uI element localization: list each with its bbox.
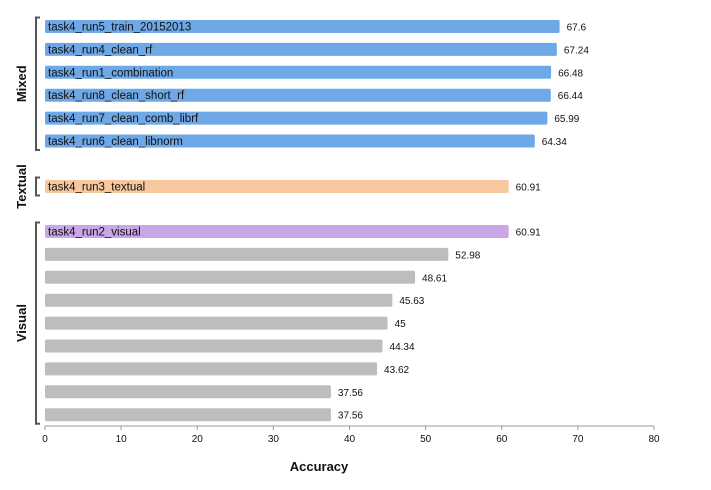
bar bbox=[45, 293, 393, 307]
bar bbox=[45, 20, 560, 33]
value-label: 67.24 bbox=[564, 45, 589, 56]
value-label: 60.91 bbox=[516, 228, 541, 239]
value-label: 64.34 bbox=[542, 137, 567, 148]
bar bbox=[45, 247, 449, 261]
x-tick-label: 60 bbox=[496, 434, 508, 445]
x-tick-label: 20 bbox=[192, 434, 204, 445]
bar-label: task4_run5_train_20152013 bbox=[48, 22, 191, 34]
value-label: 44.34 bbox=[390, 342, 415, 353]
bar-label: task4_run6_clean_libnorm bbox=[48, 136, 183, 148]
value-label: 43.62 bbox=[384, 365, 409, 376]
bar bbox=[45, 225, 509, 238]
value-label: 48.61 bbox=[422, 273, 447, 284]
bar bbox=[45, 408, 331, 422]
group-brackets: Mixed Textual Visual bbox=[14, 16, 40, 425]
group-bracket bbox=[35, 176, 40, 197]
x-tick-label: 70 bbox=[572, 434, 584, 445]
bar-label: task4_run2_visual bbox=[48, 227, 141, 239]
bars: task4_run5_train_20152013 67.6 task4_run4_… bbox=[45, 20, 589, 422]
value-label: 60.91 bbox=[516, 183, 541, 194]
x-tick-label: 80 bbox=[648, 434, 660, 445]
group-label: Visual bbox=[14, 304, 29, 342]
bar-label: task4_run7_clean_comb_librf bbox=[48, 113, 199, 125]
value-label: 66.44 bbox=[558, 91, 583, 102]
bar bbox=[45, 339, 383, 353]
group-label: Mixed bbox=[14, 65, 29, 102]
bar bbox=[45, 180, 509, 193]
bar-label: task4_run8_clean_short_rf bbox=[48, 90, 185, 102]
bar bbox=[45, 316, 388, 330]
bar bbox=[45, 111, 548, 125]
x-tick-label: 10 bbox=[116, 434, 128, 445]
group-bracket bbox=[35, 16, 40, 151]
x-axis-ticks: 0 10 20 30 40 50 60 70 80 bbox=[42, 426, 660, 445]
bar bbox=[45, 270, 416, 284]
x-tick-label: 0 bbox=[42, 434, 48, 445]
bar bbox=[45, 134, 535, 148]
value-label: 65.99 bbox=[554, 114, 579, 125]
group-label: Textual bbox=[14, 164, 29, 209]
bar bbox=[45, 385, 331, 399]
bar bbox=[45, 65, 552, 79]
value-label: 52.98 bbox=[455, 250, 480, 261]
value-label: 45.63 bbox=[399, 296, 424, 307]
value-label: 37.56 bbox=[338, 411, 363, 422]
value-label: 67.6 bbox=[567, 23, 587, 34]
value-label: 66.48 bbox=[558, 68, 583, 79]
x-axis-title: Accuracy bbox=[290, 459, 349, 474]
bar bbox=[45, 88, 551, 102]
value-label: 37.56 bbox=[338, 388, 363, 399]
x-tick-label: 40 bbox=[344, 434, 356, 445]
bar-label: task4_run4_clean_rf bbox=[48, 44, 153, 56]
bar bbox=[45, 42, 557, 56]
value-label: 45 bbox=[395, 319, 407, 330]
bar-label: task4_run1_combination bbox=[48, 67, 173, 79]
x-tick-label: 30 bbox=[268, 434, 280, 445]
group-bracket bbox=[35, 221, 40, 425]
bar-label: task4_run3_textual bbox=[48, 182, 145, 194]
bar bbox=[45, 362, 378, 376]
x-tick-label: 50 bbox=[420, 434, 432, 445]
